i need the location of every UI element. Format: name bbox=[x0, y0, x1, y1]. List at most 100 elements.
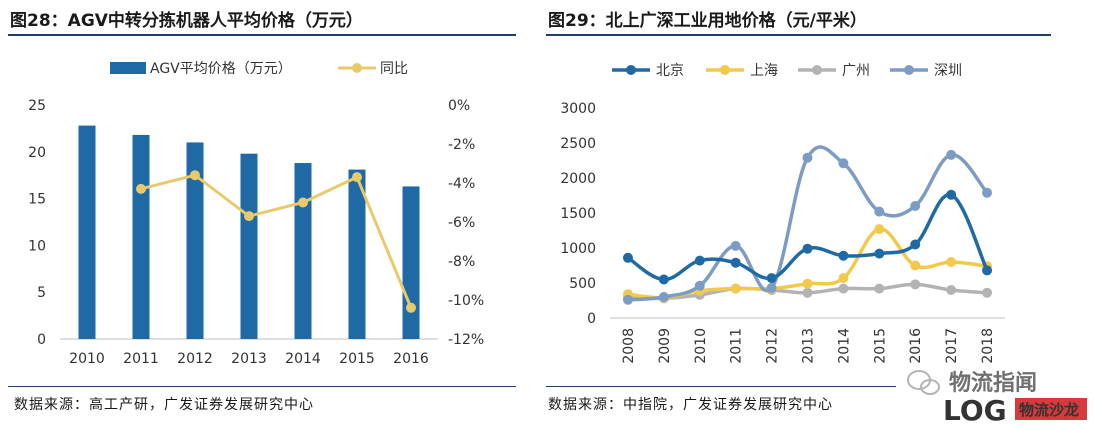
point-上海-2017 bbox=[946, 257, 957, 267]
right-y-tick-label: -8% bbox=[448, 254, 475, 270]
agv-price-chart: 0 5 10 15 20 25 0% -2% -4% -6% -8% -10% -12% 2010 2011… bbox=[28, 61, 484, 367]
legend-label-深圳: 深圳 bbox=[934, 63, 962, 79]
watermark-logo-text: LOG bbox=[943, 394, 1007, 426]
point-深圳-2010 bbox=[694, 280, 705, 291]
point-北京-2012 bbox=[766, 273, 777, 284]
point-上海-2014 bbox=[838, 273, 849, 284]
x-tick-label: 2014 bbox=[285, 351, 321, 367]
x-tick-label: 2008 bbox=[621, 328, 637, 364]
left-y-tick-label: 15 bbox=[28, 192, 46, 208]
x-tick-label: 2011 bbox=[123, 351, 159, 367]
point-北京-2014 bbox=[838, 250, 849, 261]
point-深圳-2013 bbox=[802, 152, 813, 163]
x-tick-label: 2011 bbox=[729, 328, 745, 364]
y-tick-label: 500 bbox=[569, 276, 596, 292]
point-深圳-2008 bbox=[622, 294, 633, 305]
x-tick-label: 2018 bbox=[980, 328, 996, 364]
right-title-rule bbox=[546, 34, 1051, 36]
legend-marker-深圳 bbox=[904, 65, 914, 75]
point-深圳-2018 bbox=[982, 187, 993, 198]
legend-bar-swatch bbox=[110, 62, 146, 74]
yoy-point-2012 bbox=[190, 170, 200, 181]
x-tick-label: 2010 bbox=[693, 328, 709, 364]
point-上海-2013 bbox=[802, 278, 813, 289]
point-深圳-2009 bbox=[658, 292, 669, 302]
bar-2016 bbox=[402, 186, 420, 339]
yoy-point-2013 bbox=[244, 211, 254, 222]
bar-2013 bbox=[240, 153, 258, 339]
right-figure-title: 图29：北上广深工业用地价格（元/平米） bbox=[548, 11, 867, 31]
bar-2015 bbox=[348, 169, 366, 339]
point-北京-2011 bbox=[730, 257, 741, 268]
point-北京-2018 bbox=[982, 265, 993, 276]
x-tick-label: 2016 bbox=[908, 328, 924, 364]
left-figure-title: 图28：AGV中转分拣机器人平均价格（万元） bbox=[10, 11, 363, 31]
legend-line-label: 同比 bbox=[380, 61, 408, 77]
bar-2014 bbox=[294, 163, 312, 339]
left-y-tick-label: 10 bbox=[28, 238, 46, 254]
watermark-badge-text: 物流沙龙 bbox=[1019, 401, 1079, 419]
point-北京-2009 bbox=[658, 274, 669, 285]
right-y-tick-label: -12% bbox=[448, 332, 484, 348]
y-tick-label: 1500 bbox=[560, 206, 596, 222]
point-北京-2015 bbox=[874, 248, 885, 259]
right-y-tick-label: -6% bbox=[448, 215, 475, 231]
legend-marker-北京 bbox=[626, 65, 636, 75]
right-figure: 图29：北上广深工业用地价格（元/平米） 0 500 1000 1500 2000 250… bbox=[540, 0, 1093, 430]
legend-label-上海: 上海 bbox=[750, 63, 778, 79]
left-y-tick-label: 20 bbox=[28, 145, 46, 161]
point-深圳-2012 bbox=[766, 282, 777, 293]
left-y-tick-label: 5 bbox=[37, 285, 46, 301]
land-price-chart: 0 500 1000 1500 2000 2500 3000 2008 2009 2010 2011… bbox=[560, 63, 1005, 364]
left-source-rule bbox=[8, 386, 516, 387]
x-tick-label: 2015 bbox=[339, 351, 375, 367]
x-tick-label: 2012 bbox=[765, 328, 781, 364]
point-上海-2015 bbox=[874, 224, 885, 235]
x-tick-label: 2009 bbox=[657, 328, 673, 364]
legend-bar-label: AGV平均价格（万元） bbox=[150, 61, 292, 77]
right-source-rule bbox=[546, 386, 896, 387]
point-北京-2016 bbox=[910, 239, 921, 250]
watermark-badge-bg bbox=[1015, 398, 1087, 420]
point-深圳-2014 bbox=[838, 158, 849, 169]
left-y-tick-label: 25 bbox=[28, 98, 46, 114]
x-tick-label: 2010 bbox=[69, 351, 105, 367]
point-广州-2015 bbox=[874, 283, 885, 294]
y-tick-label: 1000 bbox=[560, 241, 596, 257]
point-深圳-2017 bbox=[946, 149, 957, 160]
y-tick-label: 3000 bbox=[560, 101, 596, 117]
y-tick-label: 0 bbox=[587, 311, 596, 327]
point-广州-2017 bbox=[946, 285, 957, 295]
point-上海-2016 bbox=[910, 260, 921, 271]
yoy-point-2015 bbox=[352, 172, 362, 183]
point-北京-2008 bbox=[622, 252, 633, 263]
bar-2012 bbox=[186, 142, 204, 339]
x-tick-label: 2013 bbox=[231, 351, 267, 367]
point-深圳-2016 bbox=[910, 201, 921, 211]
point-上海-2011 bbox=[730, 283, 741, 294]
watermark-text: 物流指闻 bbox=[949, 370, 1037, 396]
watermark-logo: 物流指闻 LOG 物流沙龙 bbox=[907, 370, 1087, 426]
left-title-rule bbox=[8, 34, 516, 36]
right-y-tick-label: 0% bbox=[448, 98, 470, 114]
x-tick-label: 2017 bbox=[944, 328, 960, 364]
right-source-text: 数据来源：中指院，广发证券发展研究中心 bbox=[548, 397, 833, 413]
legend-label-广州: 广州 bbox=[842, 63, 870, 79]
legend-marker-广州 bbox=[812, 65, 822, 75]
right-y-tick-label: -4% bbox=[448, 176, 475, 192]
right-y-tick-label: -10% bbox=[448, 293, 484, 309]
x-tick-label: 2014 bbox=[836, 328, 852, 364]
point-广州-2018 bbox=[982, 287, 993, 298]
left-figure: 图28：AGV中转分拣机器人平均价格（万元） 0 5 10 15 20 25 0% -2% -4… bbox=[0, 0, 520, 430]
point-广州-2016 bbox=[910, 279, 921, 290]
point-广州-2014 bbox=[838, 283, 849, 294]
point-深圳-2011 bbox=[730, 240, 741, 251]
point-广州-2013 bbox=[802, 287, 813, 298]
legend-marker-上海 bbox=[720, 65, 730, 75]
bar-2011 bbox=[132, 134, 150, 339]
wechat-icon bbox=[907, 370, 940, 395]
yoy-line bbox=[140, 173, 413, 309]
y-tick-label: 2500 bbox=[560, 136, 596, 152]
right-y-tick-label: -2% bbox=[448, 137, 475, 153]
y-tick-label: 2000 bbox=[560, 171, 596, 187]
